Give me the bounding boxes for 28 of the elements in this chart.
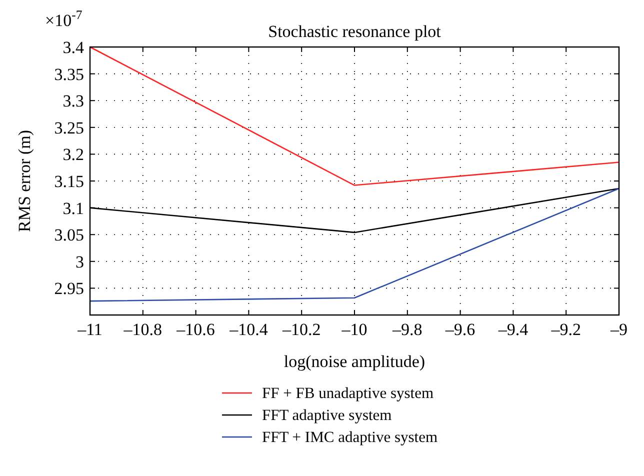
x-tick-label: –9.6 [444, 320, 476, 339]
x-tick-label: –10.8 [122, 320, 162, 339]
y-tick-label: 3.05 [54, 226, 84, 245]
x-tick-label: –10.6 [176, 320, 215, 339]
y-tick-label: 3 [76, 252, 84, 272]
y-tick-label: 3.4 [62, 38, 84, 57]
x-tick-label: –10 [340, 320, 368, 339]
y-tick-label: 3.3 [62, 92, 84, 111]
text: ×10$^{-7}$ [45, 8, 82, 30]
y-axis-title: RMS error (m) [15, 130, 34, 232]
y-tick-label: 2.95 [54, 279, 84, 298]
x-tick-label: –9.8 [392, 320, 422, 339]
x-axis-title: log(noise amplitude) [284, 352, 426, 371]
y-tick-label: 3.25 [54, 118, 84, 138]
y-tick-label: 3.35 [54, 64, 84, 84]
chart-title: Stochastic resonance plot [268, 22, 442, 41]
x-tick-label: –10.2 [281, 320, 321, 339]
x-tick-label: –9 [610, 320, 628, 339]
x-tick-label: –10.4 [228, 320, 268, 339]
legend-label: FF + FB unadaptive system [262, 385, 434, 402]
legend-label: FFT + IMC adaptive system [262, 429, 438, 446]
y-tick-label: 3.15 [54, 172, 84, 191]
x-tick-label: –11 [76, 320, 102, 339]
y-tick-label: 3.2 [62, 145, 84, 164]
y-tick-label: 3.1 [62, 198, 84, 218]
legend-label: FFT adaptive system [262, 407, 392, 424]
x-tick-label: –9.2 [550, 320, 581, 339]
x-tick-label: –9.4 [497, 320, 529, 339]
